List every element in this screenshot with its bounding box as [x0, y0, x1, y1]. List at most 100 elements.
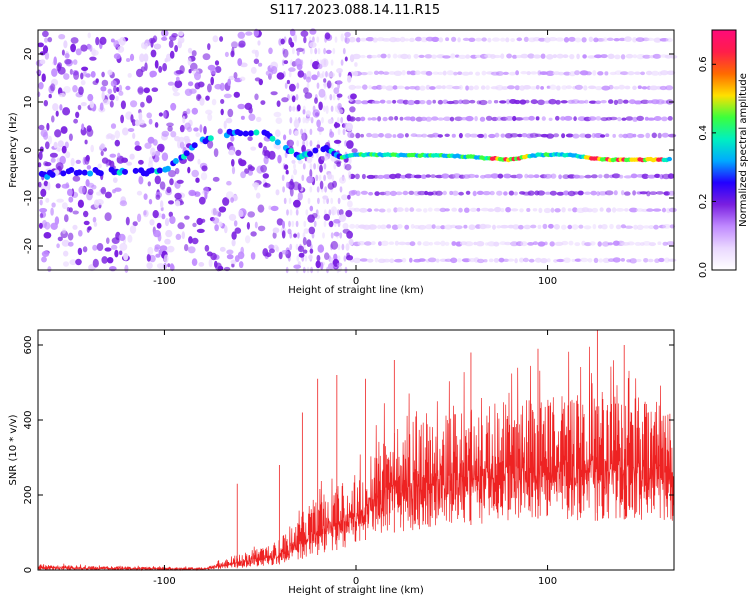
noise-blob: [181, 231, 185, 240]
noise-blob: [346, 140, 354, 149]
noise-blob: [136, 190, 143, 196]
noise-blob: [300, 30, 309, 37]
noise-blob: [100, 186, 107, 195]
harmonic-band-blob: [349, 223, 356, 229]
harmonic-band-blob: [359, 37, 368, 42]
harmonic-band-blob: [400, 53, 409, 60]
harmonic-band-blob: [443, 116, 452, 122]
noise-blob: [53, 141, 58, 149]
x-tick-label: 0: [353, 576, 359, 587]
harmonic-band-blob: [469, 207, 478, 212]
harmonic-band-blob: [561, 224, 567, 230]
noise-blob: [268, 248, 275, 254]
harmonic-band-blob: [647, 258, 654, 263]
harmonic-band-blob: [609, 116, 618, 121]
noise-blob: [51, 202, 56, 208]
harmonic-band-blob: [653, 116, 662, 121]
harmonic-band-blob: [648, 225, 654, 230]
harmonic-band-blob: [380, 224, 387, 230]
noise-blob: [187, 246, 196, 254]
harmonic-band-blob: [478, 99, 488, 106]
harmonic-band-blob: [620, 224, 627, 229]
harmonic-band-blob: [629, 207, 638, 213]
harmonic-band-blob: [601, 241, 610, 247]
noise-blob: [77, 104, 82, 111]
noise-blob: [161, 130, 170, 137]
noise-blob: [191, 258, 198, 266]
harmonic-band-blob: [355, 132, 361, 139]
noise-blob: [154, 122, 159, 128]
harmonic-band-blob: [449, 116, 455, 122]
harmonic-band-blob: [366, 71, 373, 76]
harmonic-band-blob: [662, 224, 671, 229]
arc-blob: [309, 140, 313, 147]
noise-blob: [286, 79, 290, 85]
harmonic-band-blob: [632, 85, 637, 91]
harmonic-band-blob: [512, 115, 517, 122]
noise-blob: [86, 43, 92, 50]
harmonic-band-blob: [572, 191, 579, 195]
noise-blob: [154, 60, 159, 69]
harmonic-band-blob: [668, 133, 677, 138]
noise-blob: [146, 95, 153, 104]
noise-blob: [282, 220, 285, 229]
harmonic-band-blob: [579, 257, 589, 263]
noise-blob: [297, 191, 303, 201]
noise-blob: [110, 123, 117, 129]
arc-blob: [289, 117, 293, 124]
harmonic-band-blob: [463, 224, 468, 229]
noise-blob: [95, 36, 100, 46]
harmonic-band-blob: [396, 207, 404, 212]
noise-blob: [238, 158, 243, 165]
harmonic-band-blob: [588, 36, 594, 42]
harmonic-band-blob: [654, 173, 661, 178]
harmonic-band-blob: [458, 132, 463, 139]
noise-blob: [324, 32, 331, 40]
harmonic-band-blob: [549, 241, 555, 247]
y-tick-label: -20: [23, 238, 34, 254]
noise-blob: [175, 76, 180, 82]
harmonic-band-blob: [407, 99, 416, 106]
harmonic-band-blob: [667, 258, 677, 262]
harmonic-band-blob: [657, 132, 662, 139]
noise-blob: [178, 31, 184, 37]
harmonic-band-blob: [624, 208, 629, 212]
harmonic-band-blob: [425, 71, 433, 76]
harmonic-band-blob: [513, 99, 521, 105]
harmonic-band-blob: [607, 242, 614, 246]
noise-blob: [230, 50, 235, 58]
harmonic-band-blob: [642, 225, 651, 229]
noise-blob: [99, 36, 107, 46]
noise-blob: [68, 196, 74, 203]
noise-blob: [81, 123, 85, 131]
harmonic-band-blob: [667, 173, 675, 179]
noise-blob: [306, 239, 312, 248]
noise-blob: [275, 143, 281, 150]
harmonic-band-blob: [593, 37, 599, 43]
harmonic-band-blob: [384, 133, 393, 139]
arc-blob: [309, 128, 313, 135]
noise-blob: [231, 166, 236, 175]
noise-blob: [58, 92, 66, 98]
harmonic-band-blob: [451, 36, 457, 42]
noise-blob: [113, 85, 117, 94]
colorbar-tick-label: 0.6: [698, 56, 709, 72]
harmonic-band-blob: [617, 98, 624, 105]
noise-blob: [208, 258, 213, 268]
noise-blob: [101, 71, 105, 78]
harmonic-band-blob: [565, 85, 573, 90]
noise-blob: [207, 43, 211, 51]
noise-blob: [167, 125, 173, 132]
colorbar-tick-label: 0.0: [698, 262, 709, 278]
harmonic-band-blob: [503, 191, 508, 196]
noise-blob: [68, 241, 74, 247]
noise-blob: [45, 197, 50, 203]
noise-blob: [297, 245, 304, 253]
harmonic-band-blob: [457, 258, 462, 263]
harmonic-band-blob: [454, 225, 463, 230]
harmonic-band-blob: [666, 70, 676, 76]
noise-blob: [91, 49, 99, 56]
noise-blob: [100, 150, 104, 157]
harmonic-band-blob: [452, 173, 462, 179]
harmonic-band-blob: [360, 133, 364, 138]
